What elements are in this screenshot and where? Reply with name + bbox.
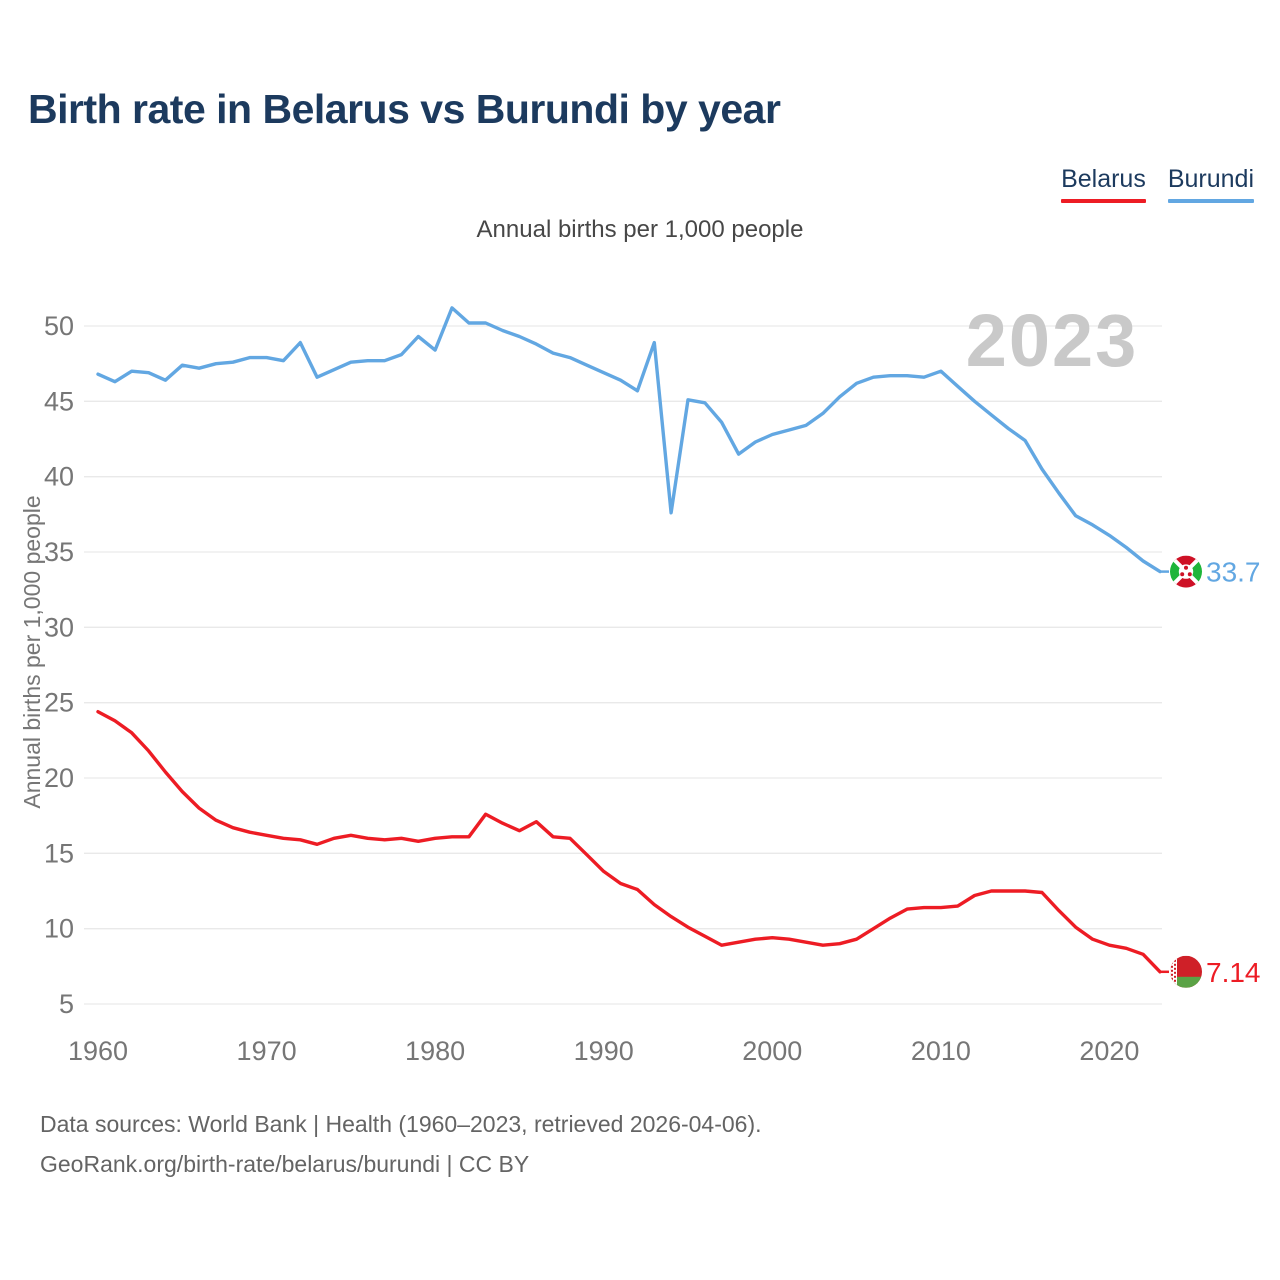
burundi-flag-icon bbox=[1170, 555, 1202, 588]
y-axis-label: Annual births per 1,000 people bbox=[19, 495, 45, 808]
burundi-line[interactable] bbox=[96, 306, 1162, 574]
series-lines bbox=[96, 306, 1162, 974]
y-tick-label: 25 bbox=[44, 688, 74, 718]
watermark-year: 2023 bbox=[966, 299, 1139, 382]
legend-item-burundi[interactable]: Burundi bbox=[1167, 165, 1254, 203]
belarus-end-value-label: 7.14 bbox=[1206, 957, 1261, 988]
x-tick-label: 1980 bbox=[405, 1036, 465, 1066]
x-tick-label: 1970 bbox=[237, 1036, 297, 1066]
belarus-line[interactable] bbox=[96, 710, 1162, 974]
y-tick-label: 20 bbox=[44, 763, 74, 793]
y-tick-label: 35 bbox=[44, 537, 74, 567]
y-tick-label: 50 bbox=[44, 311, 74, 341]
x-tick-label: 1960 bbox=[68, 1036, 128, 1066]
x-tick-label: 2000 bbox=[742, 1036, 802, 1066]
chart-area: 2023 Annual births per 1,000 people 5 10 1… bbox=[0, 280, 1280, 1080]
legend-label-burundi: Burundi bbox=[1167, 165, 1254, 193]
y-tick-label: 45 bbox=[44, 386, 74, 416]
y-tick-label: 30 bbox=[44, 612, 74, 642]
legend-underline-burundi bbox=[1167, 199, 1254, 203]
y-tick-label: 15 bbox=[44, 838, 74, 868]
belarus-flag-icon bbox=[1170, 955, 1202, 988]
burundi-end-value-label: 33.7 bbox=[1206, 557, 1261, 588]
end-labels: 7.14 33.7 bbox=[1160, 557, 1261, 988]
x-tick-label: 2020 bbox=[1079, 1036, 1139, 1066]
chart-subtitle: Annual births per 1,000 people bbox=[476, 216, 804, 243]
legend-underline-belarus bbox=[1061, 199, 1146, 203]
x-tick-label: 1990 bbox=[574, 1036, 634, 1066]
x-tick-label: 2010 bbox=[911, 1036, 971, 1066]
legend-label-belarus: Belarus bbox=[1061, 165, 1146, 193]
chart-svg[interactable]: 2023 Annual births per 1,000 people 5 10 1… bbox=[0, 280, 1280, 1080]
y-tick-label: 40 bbox=[44, 462, 74, 492]
footer-attribution: GeoRank.org/birth-rate/belarus/burundi |… bbox=[40, 1151, 530, 1177]
gridlines bbox=[84, 325, 1162, 1005]
y-tick-label: 5 bbox=[59, 989, 74, 1019]
page-title: Birth rate in Belarus vs Burundi by year bbox=[28, 86, 781, 132]
axis-tick-labels: 5 10 15 20 25 30 35 40 45 50 1960 1970 1980 1990 2000 2… bbox=[44, 311, 1139, 1066]
footer: Data sources: World Bank | Health (1960–… bbox=[40, 1104, 762, 1184]
legend: Belarus Burundi bbox=[1061, 165, 1254, 203]
y-tick-label: 10 bbox=[44, 914, 74, 944]
legend-item-belarus[interactable]: Belarus bbox=[1061, 165, 1146, 203]
footer-sources: Data sources: World Bank | Health (1960–… bbox=[40, 1111, 762, 1137]
